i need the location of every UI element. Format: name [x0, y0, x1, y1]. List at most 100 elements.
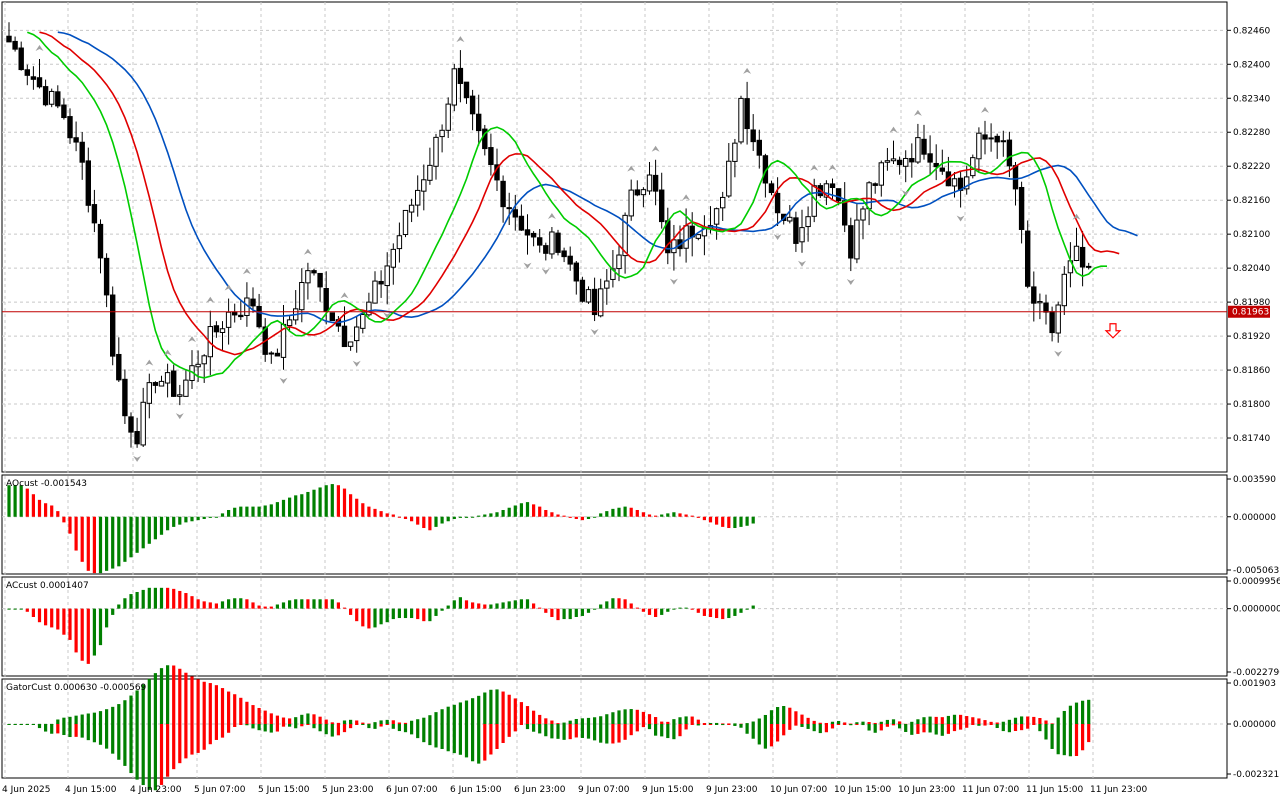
gator-lower-bar[interactable]: [818, 723, 822, 734]
ao-bar[interactable]: [385, 513, 389, 517]
gator-lower-bar[interactable]: [312, 723, 316, 729]
gator-lower-bar[interactable]: [690, 723, 694, 725]
candle-bull[interactable]: [421, 179, 427, 192]
candle-bear[interactable]: [232, 311, 238, 316]
ao-bar[interactable]: [702, 516, 706, 521]
gator-upper-bar[interactable]: [1050, 723, 1054, 725]
gator-upper-bar[interactable]: [733, 723, 737, 725]
candle-bear[interactable]: [469, 95, 476, 115]
ac-bar[interactable]: [641, 608, 645, 612]
gator-lower-bar[interactable]: [971, 723, 975, 725]
candle-bear[interactable]: [79, 141, 85, 163]
ac-bar[interactable]: [56, 608, 60, 630]
gator-pane[interactable]: [2, 665, 1227, 791]
ac-bar[interactable]: [721, 608, 725, 620]
candle-bear[interactable]: [97, 223, 104, 259]
gator-lower-bar[interactable]: [50, 723, 54, 734]
gator-lower-bar[interactable]: [538, 723, 542, 734]
gator-lower-bar[interactable]: [611, 723, 615, 744]
candle-bear[interactable]: [744, 98, 750, 130]
candle-bear[interactable]: [543, 245, 549, 254]
gator-lower-bar[interactable]: [44, 723, 48, 732]
gator-upper-bar[interactable]: [153, 673, 157, 724]
candle-bear[interactable]: [36, 77, 43, 88]
gator-lower-bar[interactable]: [867, 723, 871, 731]
candle-bull[interactable]: [183, 379, 189, 397]
gator-upper-bar[interactable]: [166, 665, 170, 724]
candle-bull[interactable]: [140, 401, 146, 446]
gator-upper-bar[interactable]: [788, 707, 792, 724]
ac-bar[interactable]: [446, 605, 450, 609]
ac-bar[interactable]: [544, 608, 548, 613]
gator-upper-bar[interactable]: [458, 702, 462, 724]
candle-bull[interactable]: [195, 363, 201, 368]
ac-bar[interactable]: [580, 608, 584, 616]
gator-upper-bar[interactable]: [891, 719, 896, 724]
candle-bull[interactable]: [695, 234, 701, 239]
candle-bear[interactable]: [213, 325, 220, 333]
candle-bear[interactable]: [561, 250, 567, 258]
gator-upper-bar[interactable]: [1062, 710, 1066, 724]
ao-bar[interactable]: [556, 514, 560, 517]
gator-lower-bar[interactable]: [605, 723, 609, 744]
ac-bar[interactable]: [245, 599, 249, 609]
gator-lower-bar[interactable]: [483, 723, 487, 761]
gator-lower-bar[interactable]: [19, 723, 23, 725]
candle-bear[interactable]: [988, 137, 994, 140]
gator-lower-bar[interactable]: [385, 723, 389, 725]
ao-bar[interactable]: [684, 514, 688, 517]
gator-upper-bar[interactable]: [678, 717, 682, 724]
gator-upper-bar[interactable]: [806, 717, 810, 724]
gator-upper-bar[interactable]: [812, 720, 816, 724]
candle-bull[interactable]: [823, 183, 830, 198]
ao-bar[interactable]: [184, 516, 188, 523]
ac-bar[interactable]: [751, 605, 755, 609]
candle-bull[interactable]: [713, 208, 720, 225]
candle-bear[interactable]: [939, 167, 945, 172]
ao-bar[interactable]: [324, 485, 328, 517]
ac-bar[interactable]: [147, 587, 151, 609]
ac-bar[interactable]: [501, 602, 505, 609]
gator-lower-bar[interactable]: [501, 723, 505, 743]
gator-upper-bar[interactable]: [1056, 717, 1060, 724]
gator-lower-bar[interactable]: [952, 723, 957, 732]
gator-lower-bar[interactable]: [7, 723, 11, 725]
candle-bull[interactable]: [305, 270, 311, 284]
ac-bar[interactable]: [403, 608, 408, 619]
candle-bear[interactable]: [634, 189, 640, 196]
gator-upper-bar[interactable]: [1038, 718, 1042, 724]
gator-upper-bar[interactable]: [715, 722, 719, 724]
candle-bear[interactable]: [482, 128, 488, 150]
ac-bar[interactable]: [25, 608, 29, 612]
gator-lower-bar[interactable]: [306, 723, 310, 725]
candle-bear[interactable]: [110, 294, 116, 357]
gator-lower-bar[interactable]: [782, 723, 786, 736]
candle-bear[interactable]: [311, 270, 317, 274]
gator-lower-bar[interactable]: [86, 723, 90, 741]
candle-bull[interactable]: [354, 326, 360, 342]
ao-pane[interactable]: [2, 484, 1227, 574]
ao-bar[interactable]: [275, 502, 279, 517]
gator-upper-bar[interactable]: [446, 706, 450, 724]
ao-bar[interactable]: [471, 516, 475, 518]
candle-bull[interactable]: [366, 301, 372, 316]
gator-lower-bar[interactable]: [355, 723, 359, 725]
gator-upper-bar[interactable]: [440, 709, 444, 724]
gator-upper-bar[interactable]: [574, 718, 578, 724]
ac-bar[interactable]: [37, 608, 42, 623]
candle-bear[interactable]: [768, 183, 775, 194]
gator-lower-bar[interactable]: [37, 723, 42, 729]
gator-upper-bar[interactable]: [251, 705, 255, 724]
candle-bear[interactable]: [781, 213, 787, 221]
gator-upper-bar[interactable]: [98, 711, 103, 724]
candle-bear[interactable]: [30, 76, 37, 80]
ao-bar[interactable]: [538, 506, 542, 517]
gator-lower-bar[interactable]: [946, 723, 950, 734]
candle-bear[interactable]: [1079, 246, 1086, 268]
gator-upper-bar[interactable]: [837, 720, 841, 724]
candle-bear[interactable]: [476, 113, 482, 132]
gator-upper-bar[interactable]: [672, 719, 676, 724]
gator-lower-bar[interactable]: [489, 723, 493, 755]
gator-lower-bar[interactable]: [721, 723, 725, 726]
candle-bull[interactable]: [683, 225, 689, 249]
